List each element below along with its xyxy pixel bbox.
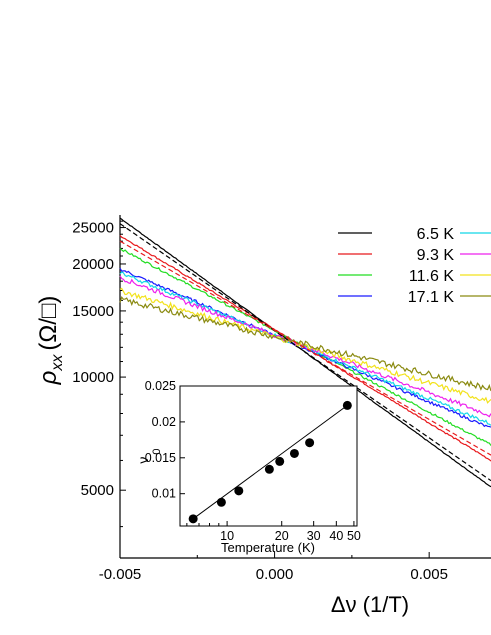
main-y-axis-label-symbol: ρ — [35, 370, 62, 385]
inset-x-tick-label: 40 — [329, 529, 343, 543]
main-y-ticks: 5000 10000 15000 20000 25000 — [72, 220, 126, 528]
series-line-8 — [119, 295, 491, 392]
main-x-tick-label: -0.005 — [99, 566, 142, 583]
inset-y-tick-label: 0.02 — [152, 415, 176, 429]
fit-line-1 — [119, 223, 491, 482]
inset-y-axis-label-subscript: 0 — [151, 448, 163, 454]
main-y-tick-label: 20000 — [72, 256, 114, 273]
inset-point — [216, 497, 226, 507]
fit-line-2 — [119, 240, 491, 456]
inset-y-axis-label: ν0 — [135, 448, 163, 463]
main-y-tick-label: 5000 — [81, 482, 114, 499]
inset-point — [234, 486, 244, 496]
legend: 6.5 K 9.3 K 11.6 K 17.1 K — [338, 226, 491, 306]
main-y-tick-label: 25000 — [72, 220, 114, 237]
legend-label-2: 9.3 K — [417, 247, 455, 264]
main-y-axis-label-subscript: xx — [49, 354, 66, 372]
main-y-tick-label: 10000 — [72, 369, 114, 386]
series-line-4 — [119, 267, 491, 428]
inset-point — [188, 514, 198, 524]
inset-point — [275, 456, 285, 466]
main-fit-lines — [119, 223, 491, 482]
inset-points — [188, 400, 352, 524]
inset-chart: 0.01 0.015 0.02 0.025 10 20 30 40 50 ν0 Tempera… — [135, 379, 361, 555]
legend-label-1: 6.5 K — [417, 226, 455, 243]
inset-x-tick-label: 10 — [220, 529, 234, 543]
main-chart: 5000 10000 15000 20000 25000 -0.005 0.000 0.00… — [35, 215, 491, 617]
legend-label-4: 17.1 K — [408, 289, 455, 306]
main-x-tick-label: 0.005 — [410, 566, 448, 583]
legend-label-3: 11.6 K — [409, 268, 454, 285]
main-series — [119, 217, 491, 488]
inset-y-tick-label: 0.01 — [152, 487, 176, 501]
main-x-axis-label: Δν (1/T) — [331, 592, 409, 617]
inset-y-axis-label-symbol: ν — [135, 457, 151, 464]
inset-point — [264, 464, 274, 474]
inset-x-tick-label: 30 — [307, 529, 321, 543]
inset-x-axis-label: Temperature (K) — [221, 540, 315, 555]
series-line-7 — [119, 287, 491, 404]
inset-y-tick-label: 0.025 — [145, 379, 176, 393]
inset-x-ticks: 10 20 30 40 50 — [186, 521, 361, 543]
inset-x-tick-label: 50 — [347, 529, 361, 543]
inset-point — [289, 448, 299, 458]
main-y-tick-label: 15000 — [72, 303, 114, 320]
inset-point — [342, 400, 352, 410]
main-x-ticks: -0.005 0.000 0.005 — [99, 552, 448, 583]
main-x-tick-label: 0.000 — [256, 566, 294, 583]
inset-frame — [179, 385, 358, 527]
main-y-axis-label: ρxx (Ω/□) — [35, 296, 66, 386]
main-y-axis-label-unit: (Ω/□) — [35, 296, 62, 351]
inset-y-ticks: 0.01 0.015 0.02 0.025 — [145, 379, 185, 501]
inset-x-tick-label: 20 — [275, 529, 289, 543]
inset-point — [305, 438, 315, 448]
inset-y-tick-label: 0.015 — [145, 451, 176, 465]
series-line-6 — [119, 275, 491, 418]
